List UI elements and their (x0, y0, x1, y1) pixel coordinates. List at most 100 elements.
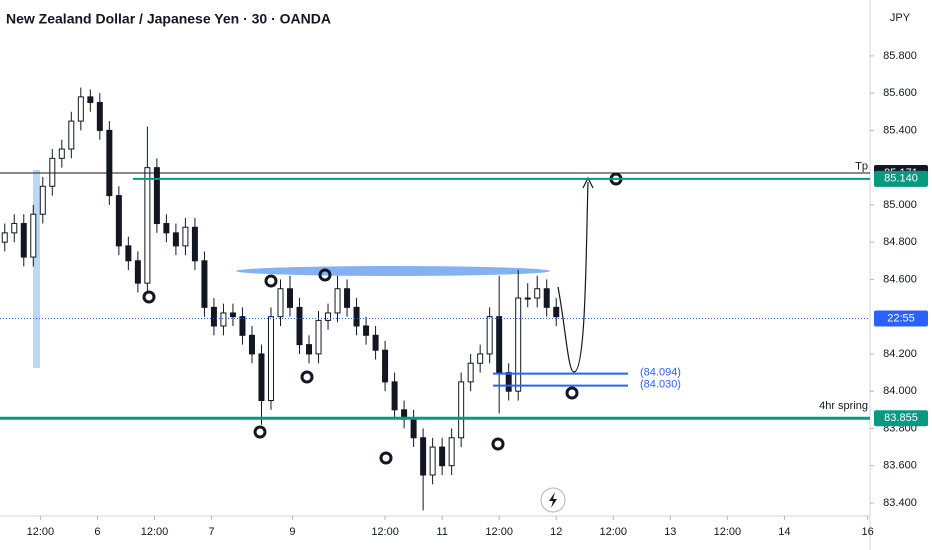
candle-body (39, 185, 46, 215)
current-countdown: 22:55 (887, 312, 915, 324)
candle-body (486, 316, 493, 355)
candle-body (543, 288, 550, 308)
level-price-box (874, 170, 928, 187)
candle-body (496, 316, 503, 374)
level-annotation: Tp (855, 161, 868, 173)
candle-body (439, 446, 446, 467)
candle-body (11, 223, 18, 234)
y-tick-label: 84.800 (883, 236, 917, 248)
circle-marker (253, 425, 267, 439)
candle-body (477, 353, 484, 364)
candle-body (163, 223, 170, 234)
candle-body (58, 148, 65, 159)
candle-body (115, 195, 122, 247)
candle-body (420, 437, 427, 476)
candle-body (524, 297, 531, 300)
candle-body (20, 223, 27, 258)
x-tick-label: 16 (861, 526, 873, 538)
circle-marker (300, 370, 314, 384)
circle-marker (491, 437, 505, 451)
candle-body (372, 334, 379, 351)
candle-body (210, 306, 217, 327)
candle-body (153, 167, 160, 225)
candle-body (172, 232, 179, 247)
zone-label: (84.030) (640, 379, 681, 391)
x-tick-label: 11 (436, 526, 447, 538)
x-tick-label: 7 (208, 526, 214, 538)
candle-body (239, 316, 246, 336)
candle-body (296, 306, 303, 346)
candle-body (353, 306, 360, 327)
candle-body (191, 226, 198, 262)
candle-body (315, 319, 322, 355)
candle-body (325, 312, 332, 321)
x-tick-label: 13 (664, 526, 676, 538)
candle-body (467, 362, 474, 383)
candle-body (287, 288, 293, 308)
candle-body (382, 349, 389, 383)
x-tick-label: 6 (94, 526, 100, 538)
candle-body (96, 101, 103, 131)
candle-body (429, 446, 436, 476)
candle-body (277, 288, 284, 318)
y-tick-label: 85.600 (883, 87, 917, 99)
candle-body (534, 288, 541, 299)
x-tick-label: 12:00 (485, 526, 513, 538)
candle-body (363, 325, 370, 336)
candle-body (49, 157, 56, 187)
current-price-box (874, 310, 928, 327)
candle-body (267, 316, 274, 402)
candle-body (77, 96, 84, 122)
circle-marker (565, 386, 579, 400)
x-tick-label: 14 (778, 526, 790, 538)
candle-body (125, 245, 132, 262)
level-price-label: 83.855 (884, 412, 918, 424)
x-tick-label: 12:00 (714, 526, 742, 538)
x-tick-label: 12:00 (141, 526, 169, 538)
x-tick-label: 12:00 (371, 526, 399, 538)
candle-body (515, 297, 522, 392)
circle-marker (318, 268, 332, 282)
alert-icon[interactable] (540, 487, 566, 513)
candle-body (334, 288, 341, 314)
candle-body (391, 381, 398, 411)
y-tick-label: 83.400 (883, 497, 917, 509)
candle-body (30, 213, 37, 258)
candle-body (306, 344, 313, 355)
circle-marker (379, 451, 393, 465)
y-tick-label: 84.000 (883, 385, 917, 397)
candle-body (505, 372, 512, 392)
y-tick-label: 85.400 (883, 124, 917, 136)
zone-label: (84.094) (640, 367, 681, 379)
candle-body (1, 232, 8, 243)
level-price-box (874, 410, 928, 427)
candle-body (458, 381, 465, 439)
candle-body (68, 120, 75, 150)
y-tick-label: 84.600 (883, 273, 917, 285)
candle-body (410, 418, 417, 439)
level-price-label: 85.140 (884, 173, 918, 185)
ellipse-drawing (236, 266, 550, 276)
arrow-drawing (557, 181, 589, 373)
candle-body (344, 288, 351, 308)
circle-marker (142, 290, 156, 304)
candle-body (201, 260, 208, 308)
candle-body (553, 306, 560, 318)
y-tick-label: 84.200 (883, 348, 917, 360)
x-tick-label: 12:00 (27, 526, 55, 538)
x-tick-label: 12:00 (600, 526, 628, 538)
highlight-bar (33, 170, 40, 368)
candle-body (229, 312, 236, 318)
currency-label[interactable]: JPY (890, 12, 911, 24)
candles (1, 87, 560, 511)
y-tick-label: 85.800 (883, 50, 917, 62)
candle-body (87, 96, 94, 103)
level-annotation: 4hr spring (819, 400, 868, 412)
candle-body (144, 167, 151, 284)
y-tick-label: 83.600 (883, 460, 917, 472)
candle-body (220, 312, 227, 327)
candle-body (182, 226, 189, 247)
candle-body (448, 437, 455, 467)
alert-bolt (549, 492, 557, 508)
